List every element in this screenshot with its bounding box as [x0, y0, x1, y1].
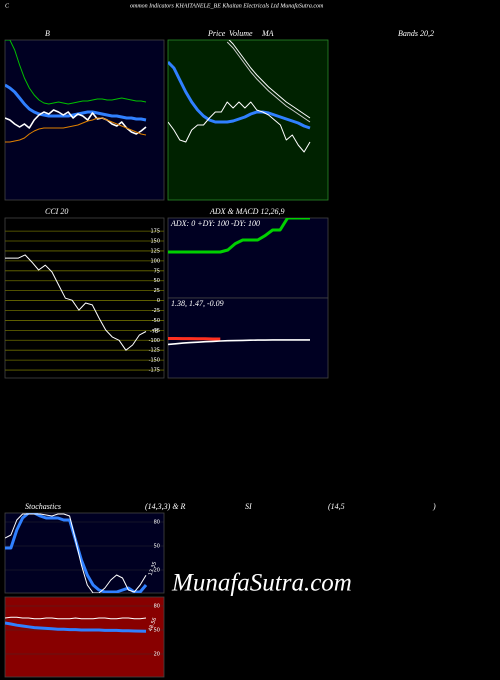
y-tick-label: 20 [154, 652, 160, 658]
series-group [5, 40, 147, 143]
series-line [5, 513, 147, 593]
series-line [5, 616, 147, 620]
y-tick-label: -75 [152, 328, 160, 334]
value-label: -78 [150, 329, 158, 335]
series-line [226, 41, 311, 123]
panel-title: Price [207, 29, 226, 38]
series-group [168, 337, 310, 346]
series-line [5, 117, 147, 143]
panel-background [167, 217, 329, 299]
y-tick-label: 125 [150, 248, 160, 254]
panel-annotation: 1.38, 1.47, -0.09 [171, 299, 224, 308]
y-tick-label: -125 [149, 348, 160, 354]
header-initial: C [5, 3, 10, 9]
header-title: ommon Indicators KHAITANELE_BE Khaitan E… [130, 2, 324, 9]
section-label: Bands 20,2 [398, 29, 434, 38]
y-tick-label: 20 [154, 568, 160, 574]
panel-background [4, 217, 165, 379]
y-tick-label: -50 [152, 318, 160, 324]
panel-title: B [45, 29, 50, 38]
series-line [5, 109, 147, 135]
panel-title: Stochastics [25, 502, 61, 511]
panel-background [4, 596, 165, 678]
y-tick-label: 25 [154, 288, 160, 294]
series-line [5, 83, 147, 122]
panel-annotation: ADX: 0 +DY: 100 -DY: 100 [170, 219, 260, 228]
series-group [168, 40, 311, 153]
y-tick-label: -150 [149, 358, 160, 364]
y-tick-label: 175 [150, 229, 160, 235]
y-tick-label: 50 [154, 628, 160, 634]
y-tick-label: -100 [149, 338, 160, 344]
y-tick-label: 150 [150, 239, 160, 245]
y-tick-label: 50 [154, 544, 160, 550]
series-line [5, 621, 147, 633]
section-label: ) [432, 502, 436, 511]
y-tick-label: -25 [152, 308, 160, 314]
series-line [228, 40, 311, 119]
value-label: 13.35 [148, 561, 159, 577]
panel-title: ADX & MACD 12,26,9 [209, 207, 284, 216]
y-tick-label: -175 [149, 368, 160, 374]
series-group [5, 616, 147, 633]
series-group [5, 513, 148, 593]
y-tick-label: 0 [157, 298, 160, 304]
y-tick-label: 50 [154, 278, 160, 284]
series-line [168, 337, 221, 341]
y-tick-label: 80 [154, 520, 160, 526]
series-line [168, 60, 311, 130]
y-tick-label: 80 [154, 604, 160, 610]
series-line [5, 254, 147, 351]
series-line [5, 40, 147, 105]
section-label: (14,5 [328, 502, 345, 511]
y-tick-label: 75 [154, 268, 160, 274]
series-group [5, 254, 147, 351]
watermark: MunafaSutra.com [171, 570, 352, 597]
section-label: MA [261, 29, 274, 38]
y-tick-label: 100 [150, 258, 160, 264]
section-label: SI [245, 502, 252, 511]
value-label: 48.56 [148, 617, 159, 633]
section-label: Volume [229, 29, 253, 38]
panel-title: CCI 20 [45, 207, 68, 216]
panel-background [167, 39, 329, 201]
series-line [168, 339, 310, 346]
series-group [168, 218, 310, 254]
section-label: (14,3,3) & R [145, 502, 186, 511]
series-line [168, 101, 311, 153]
series-line [168, 218, 310, 254]
panel-background [4, 512, 165, 594]
